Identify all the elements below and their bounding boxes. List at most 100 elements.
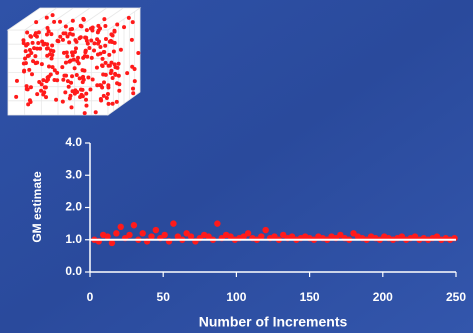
data-point — [205, 233, 212, 240]
cube-dot — [55, 70, 60, 75]
data-point — [244, 230, 252, 237]
cube-dot — [76, 61, 81, 66]
cube-dot — [70, 74, 75, 79]
cube-dot — [40, 39, 45, 44]
cube-dot — [69, 105, 74, 110]
cube-dot — [115, 65, 120, 70]
cube-dot — [55, 38, 60, 43]
cube-dot — [60, 37, 65, 42]
cube-dot — [63, 60, 68, 65]
cube-dot — [85, 54, 90, 59]
cube-dot — [45, 42, 50, 47]
cube-dot — [109, 68, 114, 73]
data-point — [187, 233, 195, 240]
cube-dot — [99, 83, 104, 88]
cube-dot — [33, 54, 38, 59]
cube-dot — [67, 96, 72, 101]
cube-dot — [95, 30, 100, 35]
cube-dot — [103, 43, 108, 48]
cube-dot — [74, 39, 79, 44]
cube-dot — [47, 52, 52, 57]
cube-dot — [51, 49, 56, 54]
data-point — [170, 220, 177, 227]
cube-dot — [71, 57, 76, 62]
cube-dot — [46, 64, 51, 69]
data-point — [148, 233, 155, 240]
x-axis-label: Number of Increments — [199, 314, 348, 330]
cube-dot — [129, 37, 134, 42]
cube-dot — [38, 46, 43, 51]
cube-dot — [110, 76, 115, 81]
cube-dot — [52, 68, 57, 73]
cube-dot — [21, 61, 26, 66]
cube-dot — [39, 62, 44, 67]
cube-dot — [132, 79, 137, 84]
cube-dot — [125, 71, 130, 76]
data-point — [139, 230, 146, 237]
cube-dot — [36, 30, 41, 35]
cube-dot — [25, 87, 30, 92]
cube-dot — [44, 95, 49, 100]
cube-dot — [58, 19, 63, 24]
cube-dot — [103, 36, 108, 41]
cube-dot — [136, 50, 141, 55]
cube-dot — [95, 83, 100, 88]
cube-dot — [105, 92, 110, 97]
cube-dot — [63, 31, 68, 36]
cube-dot — [34, 20, 39, 25]
cube-dot — [14, 78, 19, 83]
cube-dot — [90, 77, 95, 82]
cube-dot — [61, 77, 66, 82]
cube-dot — [73, 88, 78, 93]
cube-dot — [45, 32, 50, 37]
cube-dot — [39, 88, 44, 93]
cube-dot — [29, 50, 34, 55]
data-point — [227, 233, 234, 240]
cube-dot — [73, 50, 78, 55]
cube-dot — [131, 91, 136, 96]
cube-dot — [90, 28, 95, 33]
data-point — [411, 233, 419, 240]
cube-dot — [54, 97, 59, 102]
x-tick-label: 150 — [300, 290, 320, 304]
cube-dot — [82, 68, 87, 73]
cube-dot — [103, 72, 108, 77]
cube-dot — [50, 43, 55, 48]
cube-dot — [87, 45, 92, 50]
cube-dot — [66, 84, 71, 89]
cube-dot — [52, 19, 57, 24]
x-tick-label: 0 — [87, 290, 94, 304]
cube-dot — [78, 94, 83, 99]
cube-dot — [49, 56, 54, 61]
data-point — [214, 220, 221, 227]
data-point — [262, 226, 269, 234]
y-tick-label: 3.0 — [65, 167, 82, 181]
cube-dot — [114, 99, 119, 104]
y-tick-label: 1.0 — [65, 232, 82, 246]
cube-dot — [62, 73, 67, 78]
cube-dot — [82, 111, 87, 116]
cube-dot — [81, 16, 86, 21]
cube-dot — [89, 55, 94, 60]
cube-dot — [63, 90, 68, 95]
cube-dot — [95, 52, 100, 57]
cube-dot — [35, 46, 40, 51]
cube-dot — [81, 55, 86, 60]
data-point — [117, 223, 124, 231]
cube-dot — [65, 34, 70, 39]
data-point — [271, 233, 278, 240]
cube-dot — [41, 92, 46, 97]
data-point — [174, 233, 182, 240]
cube-dot — [113, 72, 118, 77]
cube-dot — [78, 35, 83, 40]
cube-dot — [44, 46, 49, 51]
data-point — [337, 231, 344, 239]
cube-dot — [84, 103, 89, 108]
cube-dot — [23, 56, 28, 61]
cube-dot — [75, 55, 80, 60]
cube-dot — [26, 53, 31, 58]
cube-dot — [50, 13, 55, 18]
cube-dot — [112, 28, 117, 33]
y-tick-label: 2.0 — [65, 200, 82, 214]
cube-dot — [118, 47, 123, 52]
